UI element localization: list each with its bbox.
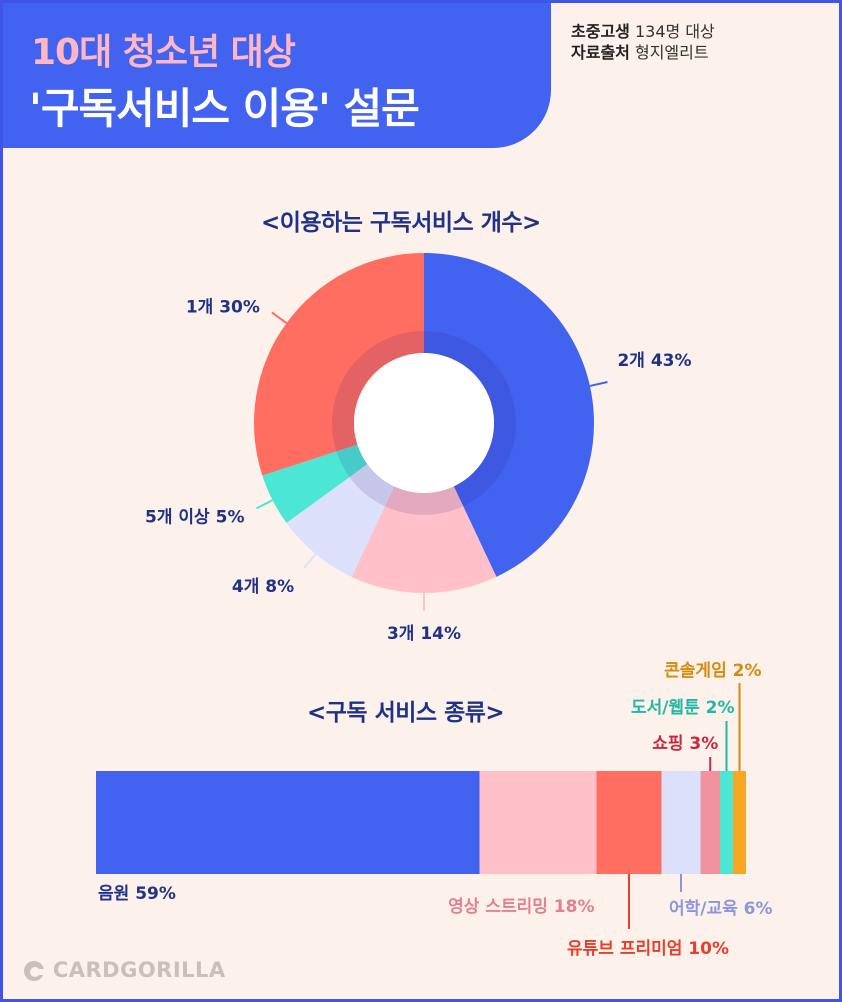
donut-chart-title: <이용하는 구독서비스 개수> — [261, 210, 541, 236]
donut-inner-ring — [332, 331, 424, 452]
donut-leader-line — [303, 553, 317, 569]
donut-label: 4개 8% — [232, 577, 294, 597]
meta-value-target: 134명 대상 — [634, 22, 715, 41]
donut-slice — [424, 253, 595, 577]
donut-inner-ring — [384, 486, 464, 515]
bar-label: 쇼핑 3% — [652, 734, 718, 754]
donut-inner-ring — [349, 464, 395, 507]
gorilla-icon — [24, 961, 45, 981]
bar-segment — [720, 771, 733, 874]
bar-label: 음원 59% — [98, 884, 176, 904]
bar-segment — [700, 771, 720, 874]
bar-label: 도서/웹툰 2% — [631, 698, 735, 718]
title-line-2: '구독서비스 이용' 설문 — [29, 84, 420, 133]
donut-slice — [286, 464, 395, 577]
bar-label: 콘솔게임 2% — [664, 660, 761, 681]
meta-label-target: 초중고생 — [571, 22, 630, 41]
donut-leader-line — [589, 381, 608, 387]
bar-label: 어학/교육 6% — [669, 899, 773, 919]
stacked-bar-chart: 음원 59% 영상 스트리밍 18% 유튜브 프리미엄 10% 어학/교육 6% 쇼핑 … — [96, 660, 773, 959]
bar-segment — [661, 771, 701, 874]
donut-label: 3개 14% — [387, 624, 461, 644]
donut-slice — [351, 486, 497, 593]
donut-leader-line — [256, 499, 273, 510]
meta-label-source: 자료출처 — [571, 43, 630, 62]
donut-label: 2개 43% — [617, 351, 691, 371]
donut-hole — [354, 353, 494, 493]
bar-chart-title: <구독 서비스 종류> — [307, 700, 505, 726]
bar-segment — [96, 771, 480, 874]
donut-label: 1개 30% — [186, 297, 260, 317]
donut-inner-ring — [424, 331, 516, 507]
meta-value-source: 형지엘리트 — [634, 43, 709, 62]
bar-label: 유튜브 프리미엄 10% — [567, 939, 729, 959]
donut-slice — [262, 444, 368, 523]
title-line-1: 10대 청소년 대상 — [31, 32, 296, 73]
donut-chart: 2개 43% 3개 14% 4개 8% 5개 이상 5% 1개 30% — [145, 253, 692, 644]
bar-segment — [479, 771, 597, 874]
bar-segment — [733, 771, 746, 874]
donut-slice — [254, 253, 424, 476]
survey-meta: 초중고생 134명 대상 자료출처 형지엘리트 — [571, 21, 715, 63]
bar-label: 영상 스트리밍 18% — [448, 897, 594, 917]
donut-inner-ring — [336, 444, 368, 478]
bar-segment — [596, 771, 662, 874]
donut-label: 5개 이상 5% — [145, 507, 244, 527]
header-banner: 10대 청소년 대상 '구독서비스 이용' 설문 — [3, 3, 551, 148]
cardgorilla-logo: CARDGORILLA — [23, 958, 226, 982]
donut-leader-line — [271, 311, 288, 324]
logo-text: CARDGORILLA — [52, 958, 226, 982]
